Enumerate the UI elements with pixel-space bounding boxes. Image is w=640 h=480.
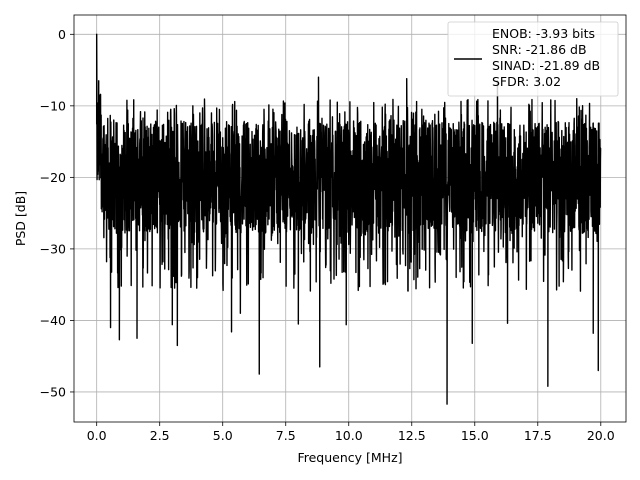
legend-box xyxy=(447,21,619,97)
series-layer xyxy=(95,33,602,405)
psd-series-line xyxy=(95,33,602,405)
x-axis-ticks: 0.0 2.5 5.0 7.5 10.0 12.5 15.0 17.5 20.0 xyxy=(87,422,615,443)
x-tick-label: 7.5 xyxy=(276,428,296,443)
x-tick-label: 20.0 xyxy=(587,428,615,443)
plot-frame xyxy=(73,14,627,423)
y-axis-label: PSD [dB] xyxy=(13,191,28,246)
x-tick-label: 17.5 xyxy=(524,428,552,443)
y-axis-ticks: 0 −10 −20 −30 −40 −50 xyxy=(40,27,74,399)
x-tick-label: 0.0 xyxy=(87,428,107,443)
y-tick-label: −20 xyxy=(40,170,66,185)
x-tick-label: 10.0 xyxy=(335,428,363,443)
x-tick-label: 2.5 xyxy=(150,428,170,443)
y-tick-label: 0 xyxy=(58,27,66,42)
legend-snr: SNR: -21.86 dB xyxy=(492,42,587,57)
x-tick-label: 5.0 xyxy=(213,428,233,443)
x-tick-label: 12.5 xyxy=(398,428,426,443)
y-tick-label: −30 xyxy=(40,241,66,256)
legend-sfdr: SFDR: 3.02 xyxy=(492,74,561,89)
y-tick-label: −10 xyxy=(40,98,66,113)
y-tick-label: −50 xyxy=(40,384,66,399)
y-tick-label: −40 xyxy=(40,313,66,328)
x-tick-label: 15.0 xyxy=(461,428,489,443)
legend-sinad: SINAD: -21.89 dB xyxy=(492,58,600,73)
legend-enob: ENOB: -3.93 bits xyxy=(492,26,595,41)
x-axis-label: Frequency [MHz] xyxy=(297,450,402,465)
legend: ENOB: -3.93 bits SNR: -21.86 dB SINAD: -… xyxy=(447,21,619,97)
